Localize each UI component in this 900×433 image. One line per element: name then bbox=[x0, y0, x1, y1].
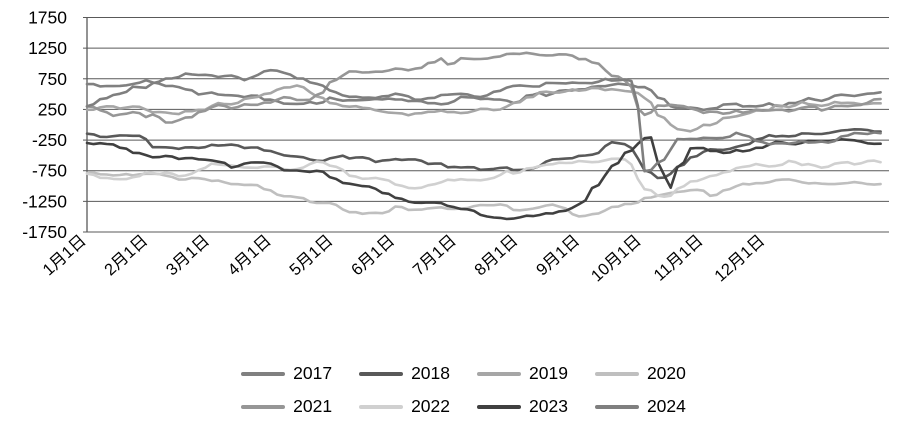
svg-text:-1750: -1750 bbox=[22, 222, 67, 242]
svg-text:10月1日: 10月1日 bbox=[588, 232, 645, 286]
svg-text:7月1日: 7月1日 bbox=[410, 232, 460, 280]
svg-text:1250: 1250 bbox=[28, 38, 67, 58]
svg-text:4月1日: 4月1日 bbox=[225, 232, 275, 280]
svg-text:1750: 1750 bbox=[28, 8, 67, 28]
svg-text:11月1日: 11月1日 bbox=[650, 232, 706, 285]
svg-text:750: 750 bbox=[38, 69, 67, 89]
svg-text:2月1日: 2月1日 bbox=[101, 232, 151, 280]
svg-text:-250: -250 bbox=[32, 130, 67, 150]
svg-text:12月1日: 12月1日 bbox=[711, 232, 768, 286]
svg-text:-1250: -1250 bbox=[22, 191, 67, 211]
svg-text:8月1日: 8月1日 bbox=[471, 232, 521, 280]
svg-text:250: 250 bbox=[38, 99, 67, 119]
svg-text:-750: -750 bbox=[32, 161, 67, 181]
svg-text:6月1日: 6月1日 bbox=[348, 232, 398, 280]
svg-text:3月1日: 3月1日 bbox=[163, 232, 213, 280]
svg-text:9月1日: 9月1日 bbox=[533, 232, 583, 280]
svg-text:5月1日: 5月1日 bbox=[286, 232, 336, 280]
